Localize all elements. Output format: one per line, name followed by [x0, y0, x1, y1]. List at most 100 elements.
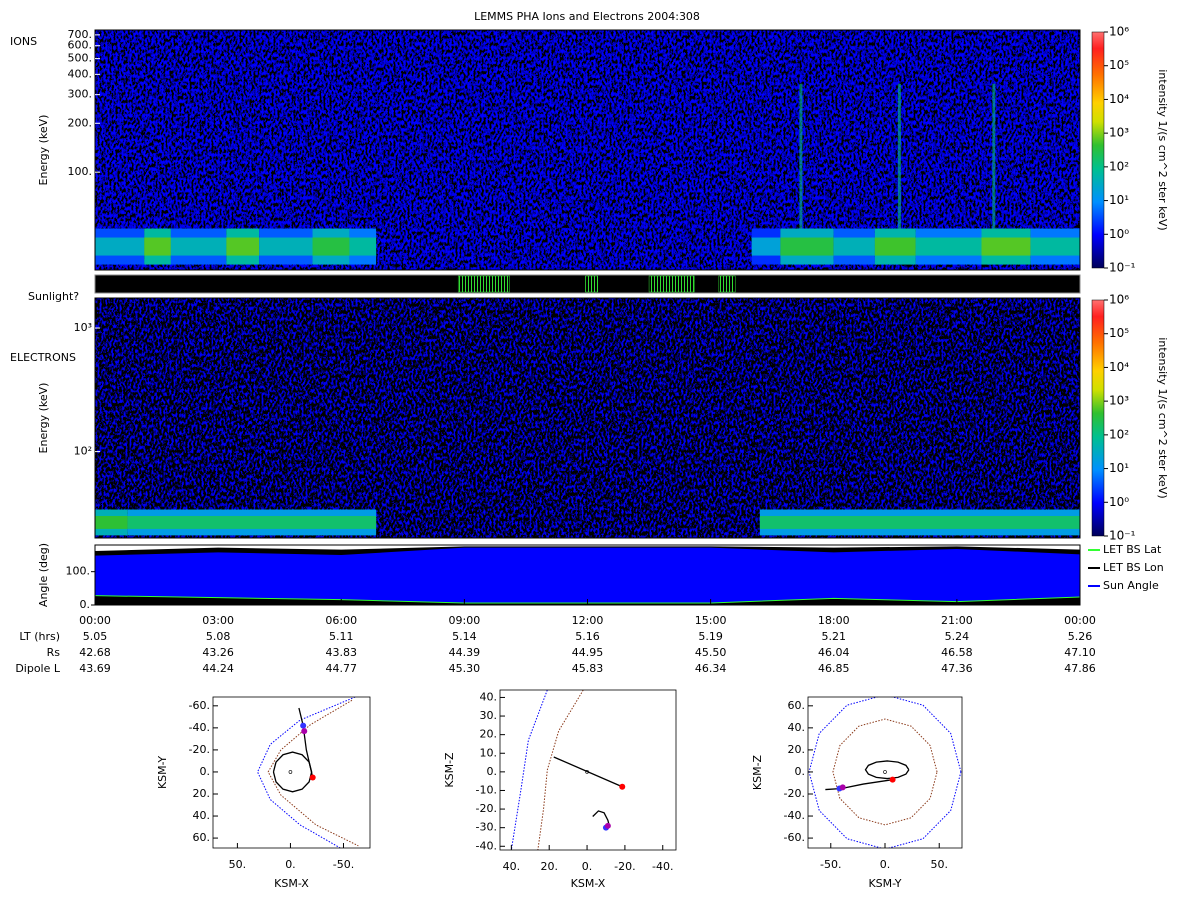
panel-frame [94, 29, 1081, 271]
planet [288, 770, 293, 774]
y-tick-label: -60. [189, 699, 210, 712]
y-tick-label: 100. [66, 565, 91, 578]
ephemeris-value: 44.95 [572, 646, 604, 659]
colorbar-tick-label: 10⁴ [1109, 92, 1129, 106]
bow-shock [257, 697, 356, 848]
ephemeris-value: 44.77 [326, 662, 358, 675]
band-core [915, 237, 982, 256]
y-tick-label: 20. [193, 787, 211, 800]
colorbar-tick-label: 10³ [1109, 126, 1129, 140]
band-core [759, 515, 1080, 529]
y-tick-label: 20. [788, 743, 806, 756]
y-tick-label: 700. [68, 28, 93, 41]
x-tick-label: 00:00 [1064, 614, 1096, 627]
ephemeris-value: 5.05 [83, 630, 108, 643]
magnetopause [537, 690, 584, 850]
y-tick-label: -20. [476, 802, 497, 815]
x-tick-label: 15:00 [695, 614, 727, 627]
legend-label: LET BS Lat [1103, 543, 1162, 556]
legend-label: Sun Angle [1103, 579, 1159, 592]
band-core [144, 237, 171, 256]
x-tick-label: 09:00 [449, 614, 481, 627]
y-tick-label: -10. [476, 783, 497, 796]
x-tick-label: 06:00 [325, 614, 357, 627]
ephemeris-value: 5.14 [452, 630, 477, 643]
colorbar-tick-label: 10⁻¹ [1109, 529, 1136, 543]
ephemeris-value: 47.86 [1064, 662, 1096, 675]
y-tick-label: 600. [68, 39, 93, 52]
ephemeris-value: 5.19 [698, 630, 723, 643]
spectrogram-texture [95, 298, 1080, 538]
x-tick-label: 0. [880, 858, 891, 871]
y-axis-label: KSM-Z [443, 752, 456, 788]
colorbar-tick-label: 10⁰ [1109, 227, 1129, 241]
ephemeris-value: 46.34 [695, 662, 727, 675]
sunlight-interval [648, 275, 695, 293]
trajectory [864, 760, 910, 780]
x-axis-label: KSM-X [571, 877, 606, 890]
y-tick-label: 200. [68, 116, 93, 129]
y-tick-label: 10³ [74, 321, 92, 334]
band-core [95, 515, 128, 529]
y-tick-label: 0. [487, 765, 498, 778]
trajectory [553, 756, 623, 788]
band-core [751, 237, 781, 256]
ephemeris-value: 47.10 [1064, 646, 1096, 659]
y-axis-label: Energy (keV) [37, 383, 50, 454]
y-tick-label: 60. [788, 699, 806, 712]
ephemeris-value: 45.83 [572, 662, 604, 675]
position-marker [839, 784, 846, 791]
colorbar [1091, 31, 1105, 269]
colorbar-label: intensity 1/(s cm^2 ster keV) [1156, 337, 1169, 498]
orbit-plot [257, 697, 359, 848]
y-tick-label: 60. [193, 831, 211, 844]
x-tick-label: 21:00 [941, 614, 973, 627]
y-tick-label: 500. [68, 52, 93, 65]
ephemeris-value: 43.69 [79, 662, 111, 675]
sun-angle-area [95, 547, 1080, 603]
plot-frame [212, 696, 371, 849]
position-marker [604, 822, 611, 829]
ephemeris-value: 5.26 [1068, 630, 1093, 643]
x-tick-label: 03:00 [202, 614, 234, 627]
x-tick-label: -50. [820, 858, 841, 871]
position-marker [301, 728, 308, 735]
planet [585, 770, 589, 774]
y-tick-label: -40. [784, 809, 805, 822]
ephemeris-value: 46.58 [941, 646, 973, 659]
trajectory [272, 751, 313, 793]
y-tick-label: 40. [480, 690, 498, 703]
y-tick-label: -60. [784, 831, 805, 844]
ephemeris-value: 42.68 [79, 646, 111, 659]
x-tick-label: 00:00 [79, 614, 111, 627]
timeline-label: Sunlight? [28, 290, 79, 303]
y-tick-label: 0. [200, 765, 211, 778]
x-tick-label: -40. [652, 860, 673, 873]
y-tick-label: 10. [480, 746, 498, 759]
x-tick-label: 50. [930, 858, 948, 871]
bow-shock [510, 690, 548, 850]
legend-label: LET BS Lon [1103, 561, 1164, 574]
ephemeris-value: 5.24 [945, 630, 970, 643]
band-core [312, 237, 350, 256]
ephemeris-value: 5.16 [575, 630, 600, 643]
panel-frame [94, 297, 1081, 539]
y-axis-label: KSM-Y [156, 756, 169, 789]
x-tick-label: 18:00 [818, 614, 850, 627]
position-marker [309, 774, 316, 781]
x-tick-label: 0. [582, 860, 593, 873]
orbit-plot [510, 690, 626, 850]
track [592, 810, 611, 828]
x-tick-label: -20. [614, 860, 635, 873]
burst [897, 83, 901, 229]
colorbar [1091, 299, 1105, 537]
colorbar-tick-label: 10¹ [1109, 193, 1129, 207]
chart-title: LEMMS PHA Ions and Electrons 2004:308 [474, 10, 700, 23]
planet [883, 770, 887, 774]
sunlight-interval [585, 275, 599, 293]
band-core [127, 515, 377, 529]
ephemeris-value: 44.24 [202, 662, 234, 675]
band-core [226, 237, 260, 256]
band-core [349, 237, 377, 256]
